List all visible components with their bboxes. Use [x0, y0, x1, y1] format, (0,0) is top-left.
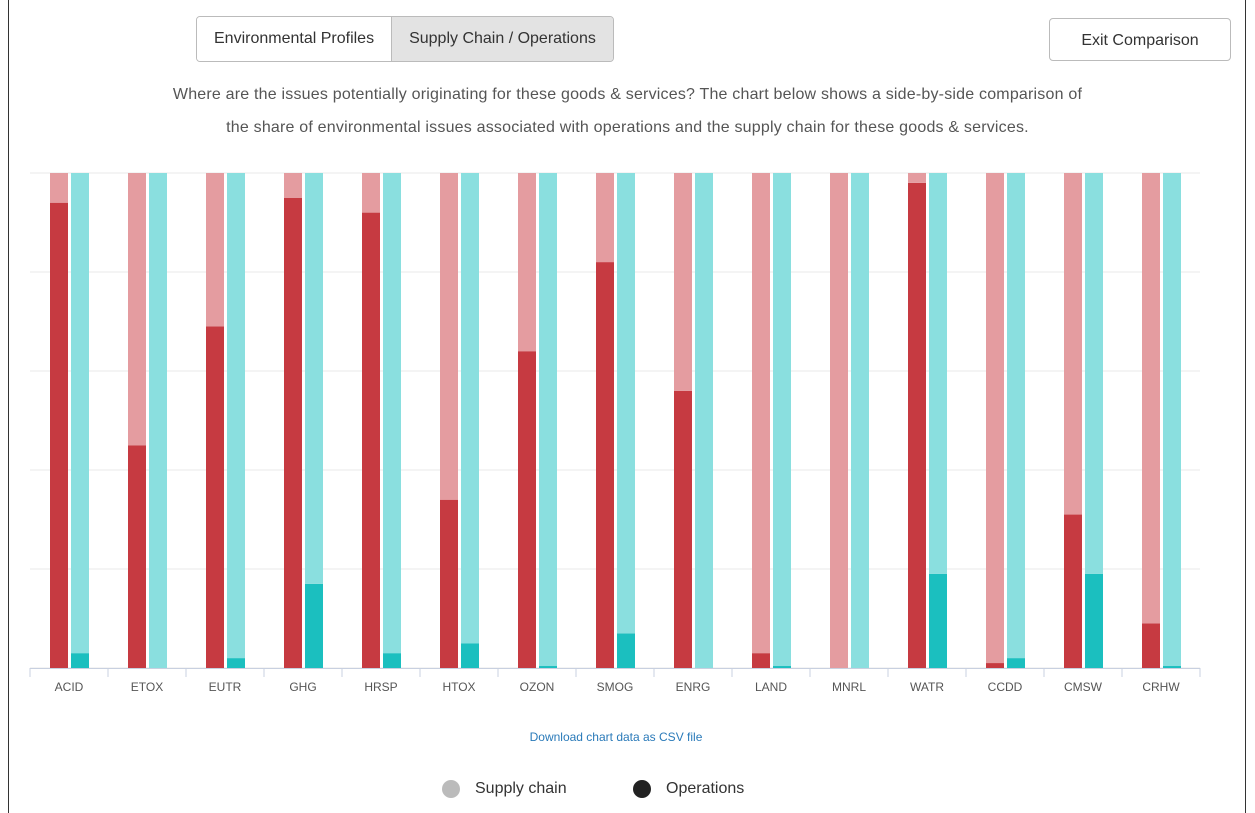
- bar-segment: [1064, 173, 1082, 515]
- bar-segment: [1142, 173, 1160, 624]
- description: Where are the issues potentially origina…: [172, 86, 1083, 103]
- bar-segment: [908, 182, 926, 668]
- bar-segment: [1163, 666, 1181, 668]
- bar-segment: [596, 262, 614, 668]
- bar-segment: [461, 643, 479, 668]
- bar-segment: [227, 173, 245, 659]
- bar-segment: [617, 173, 635, 634]
- bar-segment: [1085, 573, 1103, 668]
- exit-button[interactable]: Exit Comparison: [1049, 18, 1231, 61]
- bar-segment: [50, 173, 68, 203]
- tab-group: Environmental Profiles Supply Chain / Op…: [196, 16, 614, 62]
- panel: [8, 0, 1246, 813]
- bar-segment: [518, 173, 536, 352]
- x-tick-label: CCDD: [988, 680, 1023, 694]
- x-tick-label: OZON: [520, 680, 555, 694]
- x-tick-label: HRSP: [364, 680, 397, 694]
- bar-segment: [1085, 173, 1103, 574]
- bar-segment: [674, 173, 692, 391]
- bar-segment: [929, 573, 947, 668]
- x-tick-label: LAND: [755, 680, 787, 694]
- x-tick-label: EUTR: [209, 680, 242, 694]
- x-tick-label: SMOG: [597, 680, 634, 694]
- bar-segment: [50, 202, 68, 668]
- bar-segment: [206, 326, 224, 668]
- bar-segment: [929, 173, 947, 574]
- bar-segment: [617, 633, 635, 668]
- bar-segment: [908, 173, 926, 183]
- x-tick-label: HTOX: [442, 680, 475, 694]
- legend-swatch: [633, 780, 651, 798]
- bar-segment: [71, 653, 89, 668]
- bar-segment: [284, 197, 302, 668]
- bar-segment: [596, 173, 614, 263]
- bar-segment: [1064, 514, 1082, 668]
- download-link[interactable]: Download chart data as CSV file: [529, 730, 703, 744]
- tab-active[interactable]: Supply Chain / Operations: [391, 17, 613, 61]
- bar-segment: [1142, 623, 1160, 668]
- bar-segment: [461, 173, 479, 644]
- bar-segment: [773, 666, 791, 668]
- bar-segment: [986, 663, 1004, 668]
- bar-segment: [71, 173, 89, 654]
- legend-swatch: [442, 780, 460, 798]
- bar-segment: [1163, 173, 1181, 667]
- bar-segment: [518, 351, 536, 668]
- x-tick-label: MNRL: [832, 680, 866, 694]
- bar-segment: [1007, 658, 1025, 668]
- bar-segment: [362, 212, 380, 668]
- x-tick-label: ACID: [55, 680, 84, 694]
- bar-segment: [284, 173, 302, 198]
- bar-segment: [773, 173, 791, 667]
- bar-segment: [227, 658, 245, 668]
- bar-segment: [830, 173, 848, 668]
- bar-segment: [305, 583, 323, 668]
- bar-segment: [206, 173, 224, 327]
- bar-segment: [383, 173, 401, 654]
- bar-segment: [362, 173, 380, 213]
- x-tick-label: GHG: [289, 680, 316, 694]
- x-tick-label: WATR: [910, 680, 944, 694]
- bar-segment: [128, 445, 146, 668]
- legend-label: Operations: [666, 780, 744, 797]
- bar-segment: [539, 173, 557, 667]
- bar-segment: [1007, 173, 1025, 659]
- bar-segment: [851, 173, 869, 668]
- legend-label: Supply chain: [475, 780, 567, 797]
- bar-segment: [305, 173, 323, 584]
- bar-segment: [752, 653, 770, 668]
- bar-segment: [752, 173, 770, 654]
- bar-segment: [695, 173, 713, 668]
- bar-segment: [440, 499, 458, 668]
- x-tick-label: ETOX: [131, 680, 163, 694]
- x-tick-label: ENRG: [676, 680, 711, 694]
- bar-segment: [149, 173, 167, 668]
- tab[interactable]: Environmental Profiles: [197, 17, 392, 61]
- x-tick-label: CRHW: [1142, 680, 1180, 694]
- bar-segment: [539, 666, 557, 668]
- description: the share of environmental issues associ…: [226, 119, 1029, 136]
- x-tick-label: CMSW: [1064, 680, 1103, 694]
- bar-segment: [128, 173, 146, 446]
- bar-segment: [440, 173, 458, 500]
- bar-segment: [674, 390, 692, 668]
- bar-segment: [986, 173, 1004, 664]
- bar-segment: [383, 653, 401, 668]
